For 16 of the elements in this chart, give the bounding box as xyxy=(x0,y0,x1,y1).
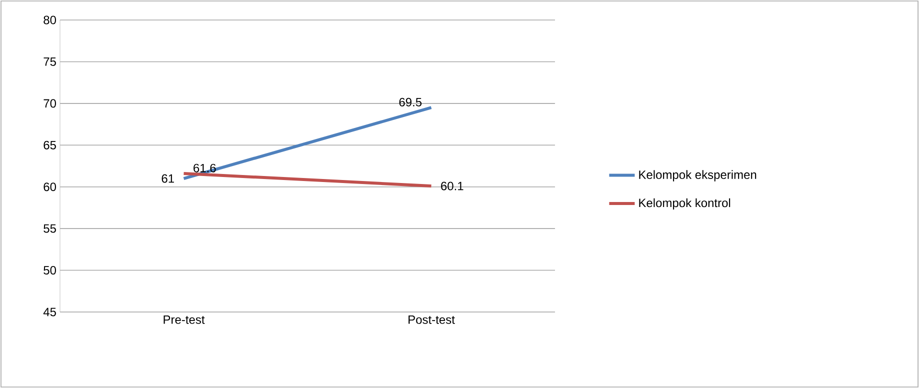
y-tick-label: 70 xyxy=(44,99,56,108)
y-tick-label: 80 xyxy=(44,16,56,24)
y-tick-label: 45 xyxy=(43,308,56,316)
data-label: 60.1 xyxy=(441,182,464,190)
y-tick-label: 60 xyxy=(44,182,56,192)
legend-label: Kelompok kontrol xyxy=(639,198,730,210)
y-tick-label: 50 xyxy=(44,266,56,275)
data-label: 61 xyxy=(162,174,174,183)
data-label: 69.5 xyxy=(399,98,422,106)
x-tick-label: Post-test xyxy=(408,316,455,324)
y-tick-label: 65 xyxy=(44,140,56,150)
x-tick-label: Pre-test xyxy=(164,316,205,324)
y-tick-label: 55 xyxy=(44,224,56,233)
legend-label: Kelompok eksperimen xyxy=(639,170,756,182)
y-tick-label: 75 xyxy=(44,58,56,66)
data-label: 61.6 xyxy=(194,164,216,172)
